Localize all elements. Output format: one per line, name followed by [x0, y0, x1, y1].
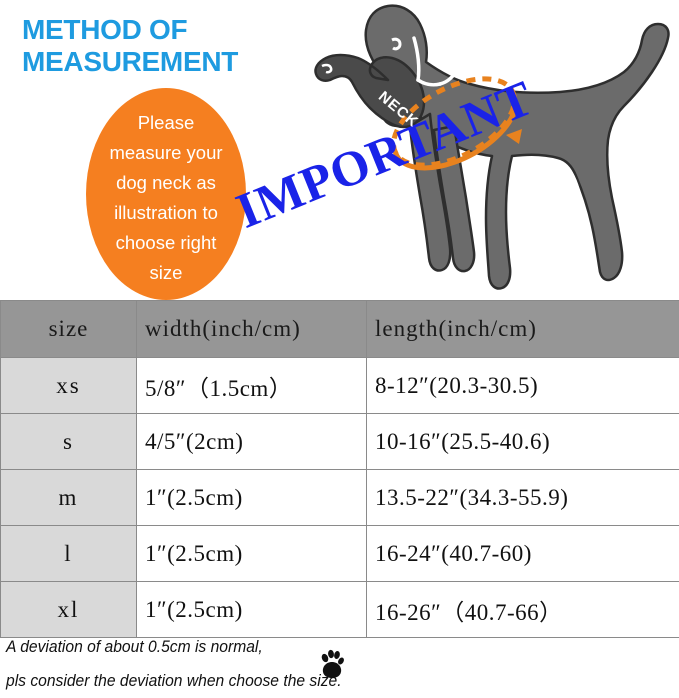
title-line-1: METHOD OF [22, 14, 322, 46]
instruction-badge: Please measure your dog neck as illustra… [86, 88, 246, 300]
table-header-row: size width(inch/cm) length(inch/cm) [1, 301, 679, 358]
cell-size: m [1, 470, 137, 526]
deviation-note: A deviation of about 0.5cm is normal, pl… [6, 630, 558, 698]
badge-line-6: size [86, 258, 246, 288]
note-line-1: A deviation of about 0.5cm is normal, [6, 630, 558, 664]
badge-line-2: measure your [86, 138, 246, 168]
column-header-width: width(inch/cm) [137, 301, 367, 358]
cell-width: 1″(2.5cm) [137, 526, 367, 582]
cell-size: xs [1, 358, 137, 414]
badge-line-4: illustration to [86, 198, 246, 228]
cell-length: 8-12″(20.3-30.5) [367, 358, 679, 414]
cell-width: 1″(2.5cm) [137, 470, 367, 526]
table-row: l 1″(2.5cm) 16-24″(40.7-60) [1, 526, 679, 582]
illustration-area: METHOD OF MEASUREMENT Please measure you… [0, 0, 679, 300]
cell-length: 10-16″(25.5-40.6) [367, 414, 679, 470]
cell-length: 13.5-22″(34.3-55.9) [367, 470, 679, 526]
note-line-2: pls consider the deviation when choose t… [6, 664, 558, 698]
page-title: METHOD OF MEASUREMENT [22, 14, 322, 79]
badge-line-3: dog neck as [86, 168, 246, 198]
badge-line-1: Please [86, 108, 246, 138]
cell-length: 16-24″(40.7-60) [367, 526, 679, 582]
table-row: xs 5/8″（1.5cm） 8-12″(20.3-30.5) [1, 358, 679, 414]
column-header-length: length(inch/cm) [367, 301, 679, 358]
size-table: size width(inch/cm) length(inch/cm) xs 5… [0, 300, 679, 638]
cell-size: l [1, 526, 137, 582]
paw-icon [319, 649, 345, 679]
cell-width: 5/8″（1.5cm） [137, 358, 367, 414]
table-row: m 1″(2.5cm) 13.5-22″(34.3-55.9) [1, 470, 679, 526]
cell-width: 4/5″(2cm) [137, 414, 367, 470]
cell-size: s [1, 414, 137, 470]
title-line-2: MEASUREMENT [22, 46, 322, 78]
column-header-size: size [1, 301, 137, 358]
table-row: s 4/5″(2cm) 10-16″(25.5-40.6) [1, 414, 679, 470]
badge-line-5: choose right [86, 228, 246, 258]
